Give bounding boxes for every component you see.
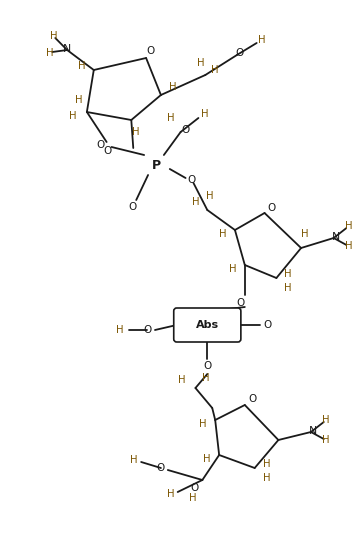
Text: O: O [237, 298, 245, 308]
Text: H: H [192, 197, 199, 207]
Text: H: H [229, 264, 237, 274]
Text: H: H [116, 325, 123, 335]
Text: N: N [309, 426, 317, 436]
Text: O: O [103, 146, 112, 156]
Text: O: O [249, 394, 257, 404]
Text: O: O [128, 202, 137, 212]
Text: N: N [63, 44, 71, 54]
Text: H: H [78, 61, 86, 71]
Text: H: H [178, 375, 186, 385]
Text: H: H [345, 241, 352, 251]
Text: H: H [201, 109, 208, 119]
Text: H: H [202, 373, 209, 383]
Text: H: H [202, 454, 210, 464]
Text: H: H [130, 455, 137, 465]
Text: H: H [322, 435, 329, 445]
Text: H: H [301, 229, 309, 239]
Text: H: H [199, 419, 206, 429]
Text: H: H [263, 473, 270, 483]
Text: H: H [167, 113, 175, 123]
Text: H: H [69, 111, 77, 121]
Text: H: H [167, 489, 175, 499]
Text: H: H [206, 191, 213, 201]
Text: O: O [146, 46, 154, 56]
Text: H: H [322, 415, 329, 425]
Text: O: O [182, 125, 190, 135]
Text: H: H [189, 493, 196, 503]
Text: H: H [219, 229, 227, 239]
Text: H: H [212, 65, 219, 75]
Text: O: O [263, 320, 272, 330]
Text: H: H [263, 459, 270, 469]
Text: O: O [190, 483, 199, 493]
FancyBboxPatch shape [174, 308, 241, 342]
Text: O: O [96, 140, 105, 150]
Text: O: O [143, 325, 151, 335]
Text: H: H [75, 95, 83, 105]
Text: H: H [46, 48, 53, 58]
Text: H: H [197, 58, 204, 68]
Text: H: H [169, 82, 176, 92]
Text: H: H [345, 221, 352, 231]
Text: P: P [151, 159, 161, 172]
Text: H: H [132, 127, 140, 137]
Text: O: O [203, 361, 212, 371]
Text: Abs: Abs [196, 320, 219, 330]
Text: O: O [157, 463, 165, 473]
Text: O: O [236, 48, 244, 58]
Text: O: O [187, 175, 196, 185]
Text: N: N [332, 232, 340, 242]
Text: O: O [267, 203, 276, 213]
Text: H: H [50, 31, 57, 41]
Text: H: H [284, 283, 292, 293]
Text: H: H [284, 269, 292, 279]
Text: H: H [258, 35, 265, 45]
